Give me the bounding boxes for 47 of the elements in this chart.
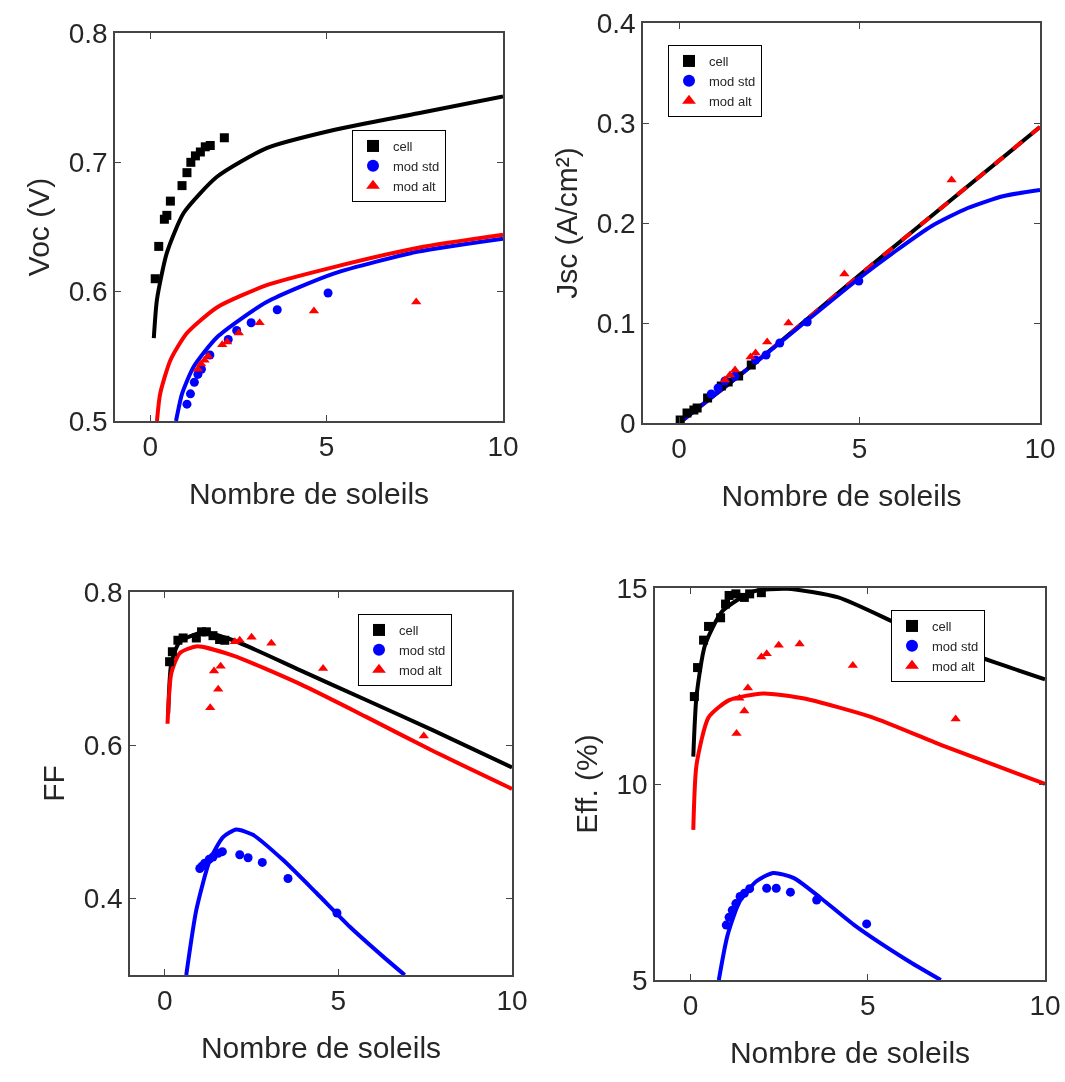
y-tick-label: 0.4 (83, 883, 123, 915)
y-tick-label: 0.3 (596, 107, 636, 139)
legend-label: cell (709, 54, 729, 70)
legend-label: mod alt (709, 93, 753, 109)
x-tick-label: 5 (851, 433, 868, 465)
x-tick-label: 10 (1024, 433, 1056, 465)
y-tick-label: 0.6 (83, 730, 123, 761)
legend-label: mod alt (399, 662, 443, 678)
x-tick-label: 0 (682, 990, 699, 1022)
y-tick-label: 0.2 (596, 207, 636, 239)
x-tick-label: 10 (496, 985, 528, 1017)
legend-label: mod std (932, 638, 979, 654)
x-axis-title: Nombre de soleils (721, 479, 962, 513)
y-tick-label: 0 (620, 407, 636, 439)
legend-label: mod alt (393, 178, 437, 194)
x-tick-label: 5 (859, 990, 876, 1022)
legend-label: cell (932, 619, 952, 635)
y-tick-label: 0.5 (68, 405, 108, 437)
y-tick-label: 0.8 (83, 576, 123, 608)
y-tick-label: 15 (616, 572, 648, 604)
y-tick-label: 0.1 (596, 307, 636, 339)
x-tick-label: 0 (671, 433, 687, 465)
y-tick-label: 0.7 (68, 147, 108, 179)
y-axis-title: FF (37, 765, 71, 802)
x-tick-label: 0 (142, 431, 159, 463)
y-axis-title: Voc (V) (22, 177, 56, 277)
x-tick-label: 0 (156, 985, 173, 1017)
y-tick-label: 10 (616, 768, 648, 800)
x-tick-label: 10 (1029, 990, 1061, 1022)
x-tick-label: 10 (487, 431, 519, 463)
legend-label: cell (393, 139, 413, 155)
x-axis-title: Nombre de soleils (729, 1036, 971, 1070)
y-tick-label: 0.6 (68, 276, 108, 308)
x-tick-label: 5 (330, 985, 347, 1017)
x-tick-label: 5 (318, 431, 335, 463)
y-axis-title: Jsc (A/cm²) (550, 147, 584, 299)
y-tick-label: 0.4 (596, 7, 636, 39)
legend-label: mod std (393, 158, 440, 174)
x-axis-title: Nombre de soleils (188, 477, 430, 511)
legend-label: mod alt (932, 658, 976, 674)
legend-label: cell (399, 623, 419, 639)
y-tick-label: 5 (632, 964, 648, 996)
y-axis-title: Eff. (%) (569, 734, 603, 834)
legend-label: mod std (399, 642, 446, 658)
legend-label: mod std (709, 73, 756, 89)
y-tick-label: 0.8 (68, 17, 108, 49)
x-axis-title: Nombre de soleils (200, 1031, 442, 1065)
